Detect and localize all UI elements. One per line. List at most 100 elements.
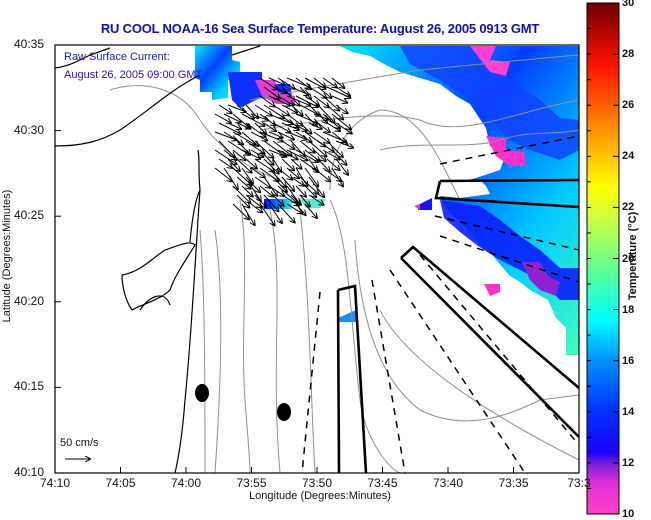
current-vector — [214, 131, 237, 140]
colorbar-tick-label: 22 — [622, 201, 635, 214]
current-vector — [326, 158, 340, 170]
colorbar-tick-label: 20 — [622, 252, 635, 265]
current-vector — [259, 185, 273, 197]
current-vector — [281, 158, 294, 170]
chart-title: RU COOL NOAA-16 Sea Surface Temperature:… — [100, 21, 540, 36]
current-vector — [335, 86, 350, 96]
current-vector — [214, 149, 237, 164]
current-vector — [259, 131, 283, 141]
current-vector — [290, 194, 301, 205]
current-vector — [281, 176, 294, 191]
current-vector — [263, 194, 279, 211]
current-vector — [304, 203, 317, 218]
current-vector — [277, 203, 295, 223]
current-label: Raw Surface Current: — [64, 51, 170, 63]
colorbar-tick-label: 10 — [622, 508, 635, 520]
current-vector — [322, 149, 339, 159]
current-vector — [317, 140, 334, 152]
current-vector — [290, 104, 303, 115]
current-vector — [304, 95, 319, 105]
current-vector — [331, 95, 347, 103]
current-vector — [268, 185, 284, 196]
current-vector — [241, 149, 260, 159]
current-vector — [241, 113, 265, 126]
current-vector — [268, 149, 286, 157]
colorbar-tick-label: 30 — [622, 0, 635, 9]
current-vector — [223, 131, 243, 144]
colorbar-tick-label: 16 — [622, 354, 635, 367]
current-vector — [272, 104, 289, 115]
current-vector — [241, 203, 255, 225]
current-vector — [263, 86, 280, 99]
current-vector — [308, 194, 324, 205]
current-vector — [313, 77, 326, 87]
current-vector — [335, 104, 348, 113]
current-vector — [277, 131, 294, 140]
current-vector — [245, 194, 262, 208]
current-vector — [254, 140, 273, 158]
bathymetry-contours — [109, 54, 580, 474]
current-vector — [268, 131, 283, 138]
current-vector — [299, 86, 311, 99]
current-vector — [304, 113, 317, 126]
y-tick-label: 40:35 — [14, 37, 45, 51]
colorbar-tick-label: 28 — [622, 48, 635, 61]
current-vector — [281, 104, 297, 113]
current-vector — [232, 149, 245, 160]
current-vector — [223, 113, 241, 122]
current-vector — [259, 149, 274, 165]
current-vector — [236, 176, 251, 189]
x-tick-label: 73:35 — [498, 476, 529, 490]
current-vector — [308, 122, 322, 129]
current-vector — [218, 140, 234, 157]
current-vector — [232, 203, 249, 219]
current-vector — [268, 167, 286, 187]
current-vector — [304, 185, 316, 197]
current-vector — [218, 122, 240, 134]
channel-boundaries — [336, 178, 580, 474]
current-vector — [281, 86, 299, 106]
current-vector — [268, 203, 282, 223]
current-vector — [308, 176, 324, 197]
current-vector — [227, 104, 246, 112]
current-vector — [286, 131, 307, 140]
current-vector — [232, 185, 250, 203]
current-vector — [272, 86, 286, 93]
colorbar-tick-label: 24 — [622, 150, 635, 163]
current-vector — [317, 158, 330, 172]
colorbar-tick-label: 26 — [622, 99, 635, 112]
current-vector — [236, 194, 249, 208]
current-vector — [317, 104, 335, 123]
current-vector — [322, 77, 337, 87]
colorbar-tick-label: 18 — [622, 303, 635, 316]
current-vector — [223, 149, 236, 160]
buoy-marker — [195, 384, 209, 402]
x-tick-label: 74:05 — [105, 476, 136, 490]
current-vector — [277, 149, 298, 159]
current-vector — [286, 95, 310, 106]
current-vector — [250, 113, 268, 120]
x-tick-label: 73:50 — [302, 476, 333, 490]
current-vector — [236, 158, 252, 173]
y-tick-label: 40:30 — [14, 122, 45, 137]
y-tick-label: 40:15 — [14, 379, 45, 394]
x-tick-label: 73:3 — [567, 476, 591, 490]
x-tick-label: 74:00 — [171, 476, 202, 490]
current-vector — [245, 158, 257, 168]
current-vector — [299, 104, 321, 116]
current-vector — [245, 176, 260, 192]
y-tick-label: 40:20 — [14, 293, 45, 308]
current-vector — [313, 95, 329, 107]
current-vector — [281, 140, 295, 149]
current-vector — [317, 86, 331, 98]
current-vector — [250, 203, 262, 212]
current-vector — [335, 140, 353, 148]
current-vector — [299, 140, 315, 153]
scale-label: 50 cm/s — [60, 437, 99, 449]
current-vector — [326, 122, 340, 131]
current-vector — [331, 113, 351, 129]
current-vector — [236, 140, 250, 155]
current-vector — [335, 158, 348, 175]
current-vector — [299, 122, 311, 134]
current-vector — [313, 167, 330, 181]
